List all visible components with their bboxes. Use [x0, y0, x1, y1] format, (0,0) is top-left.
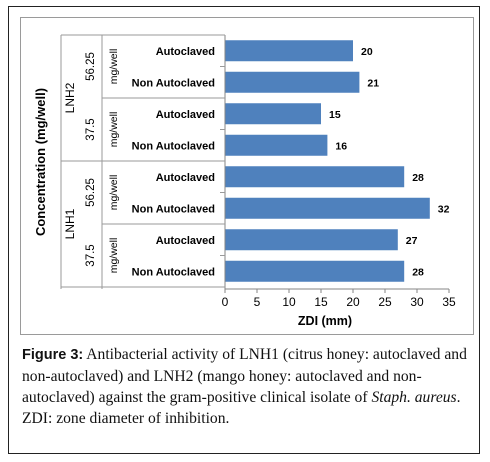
data-label: 28 — [412, 172, 424, 184]
x-tick-label: 30 — [410, 295, 424, 309]
group-label: LNH1 — [63, 208, 77, 239]
caption-text-1: Antibacterial activity of LNH1 (citrus h… — [22, 346, 467, 406]
subgroup-unit-label: mg/well — [108, 175, 120, 211]
caption-label: Figure 3: — [22, 347, 84, 363]
x-tick-label: 15 — [314, 295, 328, 309]
bar — [225, 71, 360, 93]
x-axis-title: ZDI (mm) — [298, 314, 352, 328]
caption-species: Staph. aureus — [371, 389, 457, 406]
data-label: 20 — [361, 46, 373, 58]
caption-text-2: . ZDI: zone diameter of inhibition. — [22, 389, 461, 427]
x-tick-label: 35 — [442, 295, 456, 309]
subgroup-unit-label: mg/well — [108, 49, 120, 85]
x-tick-label: 20 — [346, 295, 360, 309]
bar — [225, 260, 405, 282]
category-label: Autoclaved — [156, 109, 215, 121]
data-label: 27 — [406, 235, 418, 247]
figure-caption: Figure 3: Antibacterial activity of LNH1… — [22, 344, 470, 429]
bar — [225, 229, 398, 251]
category-label: Non Autoclaved — [132, 266, 215, 278]
category-label: Autoclaved — [156, 172, 215, 184]
x-tick-label: 25 — [378, 295, 392, 309]
bar — [225, 103, 321, 125]
category-label: Non Autoclaved — [132, 203, 215, 215]
figure-frame — [8, 6, 480, 454]
group-label: LNH2 — [63, 82, 77, 113]
data-label: 21 — [367, 77, 379, 89]
category-label: Non Autoclaved — [132, 140, 215, 152]
subgroup-unit-label: mg/well — [108, 238, 120, 274]
y-axis-title: Concentration (mg/well) — [33, 88, 48, 236]
x-tick-label: 0 — [222, 295, 229, 309]
bar — [225, 166, 405, 188]
category-label: Autoclaved — [156, 235, 215, 247]
subgroup-label: 37.5 — [85, 118, 97, 140]
data-label: 28 — [412, 266, 424, 278]
data-label: 16 — [335, 140, 347, 152]
category-label: Autoclaved — [156, 46, 215, 58]
x-tick-label: 10 — [282, 295, 296, 309]
bar — [225, 40, 353, 62]
bar — [225, 134, 328, 156]
data-label: 32 — [438, 203, 450, 215]
subgroup-label: 56.25 — [85, 178, 97, 207]
bar-chart: Autoclaved 20 Non Autoclaved 21 Autoclaved 15… — [33, 34, 456, 328]
data-label: 15 — [329, 109, 341, 121]
subgroup-unit-label: mg/well — [108, 112, 120, 148]
category-label: Non Autoclaved — [132, 77, 215, 89]
bar — [225, 197, 430, 219]
x-tick-label: 5 — [254, 295, 261, 309]
subgroup-label: 56.25 — [85, 52, 97, 81]
subgroup-label: 37.5 — [85, 244, 97, 266]
